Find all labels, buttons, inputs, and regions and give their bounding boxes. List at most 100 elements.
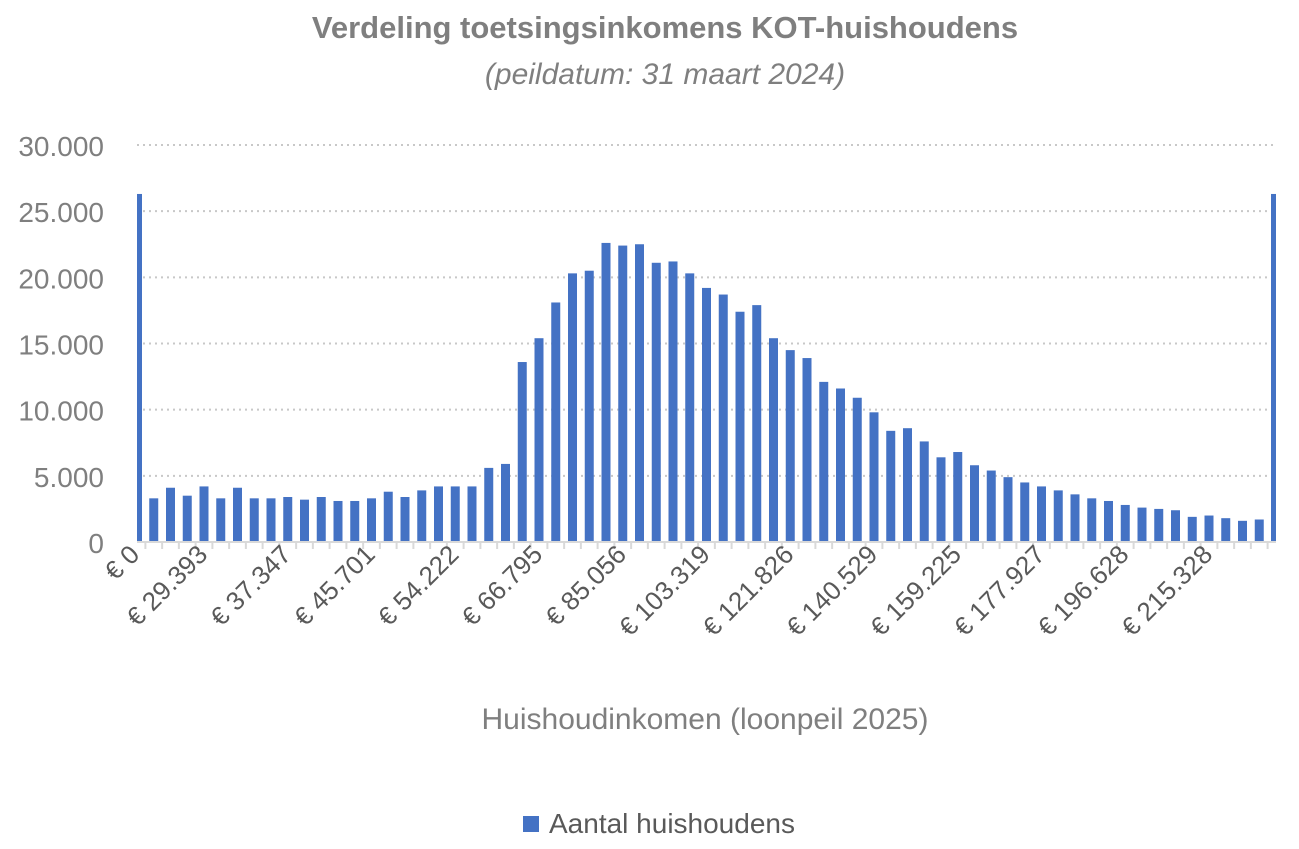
bar (1238, 520, 1247, 542)
bar (501, 463, 510, 542)
bar (551, 302, 561, 542)
x-tick-label: € 54.222 (372, 539, 465, 632)
bar (919, 441, 929, 542)
x-tick-label: € 159.225 (864, 539, 967, 642)
bar (752, 305, 762, 542)
y-tick-label: 5.000 (34, 462, 104, 493)
bar (333, 500, 343, 542)
bar (350, 500, 360, 542)
bars (137, 193, 1276, 543)
bar (383, 491, 393, 542)
bar (651, 262, 661, 542)
legend-label: Aantal huishoudens (549, 808, 795, 839)
x-tick-label: € 140.529 (780, 539, 883, 642)
y-axis-tick-labels: 0 5.000 10.000 15.000 20.000 25.000 30.000 (18, 131, 104, 559)
bar (417, 490, 427, 542)
bar (1003, 477, 1013, 542)
bar (467, 486, 477, 542)
bar (970, 465, 979, 542)
bar (199, 486, 209, 542)
bar (886, 430, 896, 542)
bar (1154, 508, 1164, 542)
bar (1087, 498, 1097, 542)
bar (635, 244, 644, 542)
bar (182, 495, 192, 542)
bar (484, 467, 494, 542)
x-tick-label: € 103.319 (613, 539, 716, 642)
bar (953, 452, 963, 542)
bar (216, 498, 226, 542)
y-tick-label: 25.000 (18, 197, 104, 228)
bar (434, 486, 443, 542)
bar (534, 338, 544, 542)
chart-title: Verdeling toetsingsinkomens KOT-huishoud… (311, 10, 1019, 45)
bar (702, 287, 711, 542)
bar (1020, 482, 1030, 542)
bar (903, 428, 912, 542)
bar (735, 311, 745, 542)
bar (601, 242, 611, 542)
x-tick-label: € 196.628 (1031, 539, 1134, 642)
bar (819, 381, 829, 542)
x-tick-label: € 37.347 (204, 539, 297, 632)
bar (936, 457, 946, 542)
bar (1221, 518, 1231, 542)
bar (618, 245, 628, 542)
bar (367, 498, 376, 542)
bar (685, 273, 695, 542)
bar (584, 270, 594, 542)
x-axis-title: Huishoudinkomen (loonpeil 2025) (481, 703, 929, 736)
bar (283, 497, 293, 542)
bar (450, 486, 460, 542)
gridlines (137, 144, 1276, 477)
y-tick-label: 20.000 (18, 263, 104, 294)
y-tick-label: 0 (88, 528, 104, 559)
bar (1104, 500, 1113, 542)
y-tick-label: 10.000 (18, 396, 104, 427)
y-tick-label: 15.000 (18, 330, 104, 361)
bar (852, 397, 862, 542)
bar (1204, 515, 1214, 542)
bar (785, 350, 795, 542)
x-tick-label: € 121.826 (696, 539, 799, 642)
bar (769, 338, 778, 542)
y-tick-label: 30.000 (18, 131, 104, 162)
bar (1120, 504, 1130, 542)
bar (1254, 519, 1264, 542)
bar (986, 470, 996, 542)
bar (1271, 193, 1276, 543)
bar (668, 261, 678, 542)
x-axis-tick-labels: € 0€ 29.393€ 37.347€ 45.701€ 54.222€ 66.… (98, 539, 1218, 642)
bar (137, 193, 142, 543)
bar (166, 487, 175, 542)
legend-swatch (523, 816, 539, 832)
bar (1171, 510, 1180, 542)
bar (517, 362, 527, 542)
x-tick-label: € 66.795 (455, 539, 548, 632)
legend: Aantal huishoudens (523, 806, 795, 842)
bar (249, 498, 259, 542)
bar (568, 273, 577, 542)
x-tick-label: € 215.328 (1115, 539, 1218, 642)
bar (1053, 490, 1063, 542)
bar (1070, 494, 1080, 542)
bar (836, 388, 845, 542)
bar (233, 487, 242, 542)
bar (149, 498, 159, 542)
bar (802, 358, 812, 542)
bar (718, 294, 728, 542)
bar (1037, 486, 1046, 542)
bar (400, 497, 410, 542)
x-tick-label: € 45.701 (288, 539, 381, 632)
chart-plot: 0 5.000 10.000 15.000 20.000 25.000 30.000 € 0… (18, 131, 1276, 642)
bar (266, 498, 276, 542)
x-tick-label: € 177.927 (948, 539, 1051, 642)
bar (300, 499, 309, 542)
x-tick-label: € 0 (98, 539, 145, 586)
bar (1137, 507, 1147, 542)
bar (1187, 516, 1197, 542)
chart-subtitle: (peildatum: 31 maart 2024) (484, 58, 846, 91)
bar (316, 497, 326, 542)
x-axis (137, 541, 1276, 549)
bar (869, 412, 879, 542)
